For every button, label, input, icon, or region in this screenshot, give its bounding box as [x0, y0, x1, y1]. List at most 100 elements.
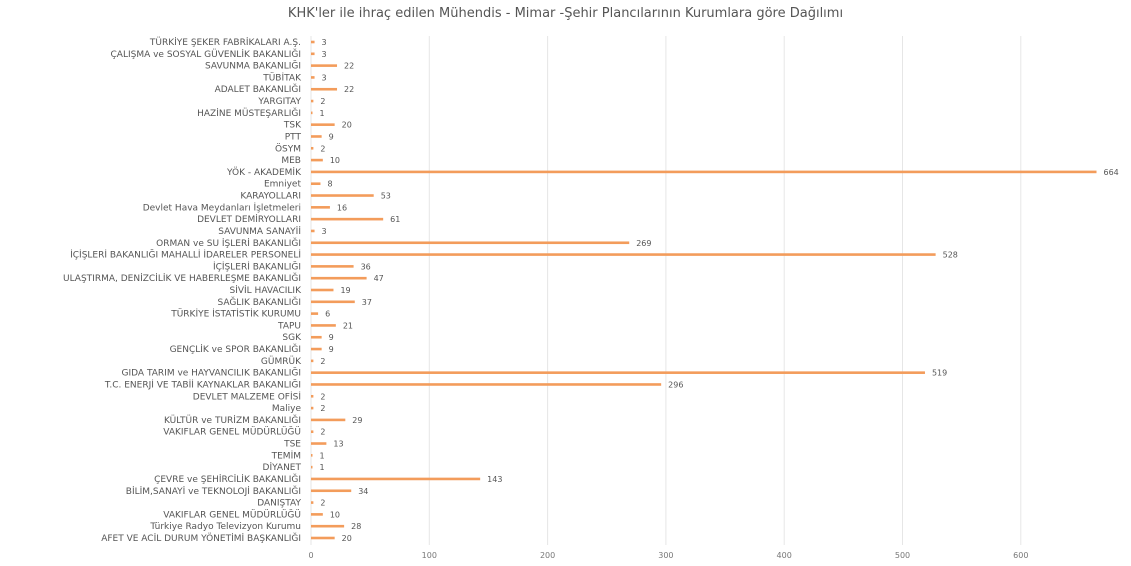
- category-label: İÇİŞLERİ BAKANLIĞI MAHALLİ İDARELER PERS…: [70, 249, 301, 261]
- bar: [311, 335, 322, 339]
- x-tick-label: 300: [658, 551, 673, 560]
- data-label: 53: [381, 192, 391, 201]
- data-label: 1: [320, 109, 325, 118]
- category-label: ÖSYM: [275, 143, 301, 154]
- category-label: Emniyet: [264, 180, 302, 190]
- data-label: 21: [343, 321, 353, 330]
- data-label: 34: [358, 487, 368, 496]
- data-label: 9: [329, 345, 334, 354]
- bar: [311, 524, 345, 528]
- x-tick-label: 500: [895, 551, 910, 560]
- data-label: 296: [668, 380, 683, 389]
- data-label: 2: [320, 357, 325, 366]
- category-label: T.C. ENERJİ VE TABİİ KAYNAKLAR BAKANLIĞI: [104, 378, 301, 390]
- category-label: DANIŞTAY: [257, 499, 301, 509]
- category-label: GENÇLİK ve SPOR BAKANLIĞI: [170, 343, 301, 355]
- bar: [311, 383, 662, 386]
- category-label: SAĞLIK BAKANLIĞI: [217, 296, 301, 308]
- category-label: Maliye: [272, 404, 302, 414]
- data-label: 20: [342, 121, 352, 130]
- data-label: 22: [344, 62, 354, 71]
- bar: [311, 253, 936, 256]
- category-label: KARAYOLLARI: [240, 192, 301, 202]
- category-label: ÇEVRE ve ŞEHİRCİLİK BAKANLIĞI: [154, 473, 301, 485]
- data-label: 16: [337, 203, 347, 212]
- category-label: VAKIFLAR GENEL MÜDÜRLÜĞÜ: [163, 426, 301, 438]
- bar: [311, 146, 314, 150]
- bar: [311, 371, 925, 374]
- data-label: 519: [932, 369, 947, 378]
- data-label: 3: [322, 50, 327, 59]
- category-label: DEVLET MALZEME OFİSİ: [193, 391, 301, 402]
- data-label: 22: [344, 85, 354, 94]
- data-label: 28: [351, 522, 361, 531]
- data-label: 37: [362, 298, 372, 307]
- bar: [311, 194, 374, 197]
- category-label: TEMİM: [271, 450, 301, 461]
- bar: [311, 465, 313, 469]
- bar: [311, 394, 314, 398]
- category-label: GIDA TARIM ve HAYVANCILIK BAKANLIĞI: [122, 367, 301, 379]
- data-label: 664: [1104, 168, 1119, 177]
- data-label: 47: [374, 274, 384, 283]
- data-label: 2: [320, 392, 325, 401]
- bar: [311, 229, 315, 233]
- data-label: 2: [320, 428, 325, 437]
- data-label: 19: [340, 286, 350, 295]
- bar: [311, 477, 481, 481]
- category-label: YARGITAY: [257, 97, 301, 107]
- category-label: Devlet Hava Meydanları İşletmeleri: [143, 202, 301, 213]
- data-label: 3: [322, 73, 327, 82]
- bar: [311, 265, 354, 268]
- category-label: AFET VE ACİL DURUM YÖNETİMİ BAŞKANLIĞI: [101, 532, 301, 544]
- data-label: 3: [322, 38, 327, 47]
- category-label: PTT: [285, 132, 302, 142]
- data-label: 9: [329, 132, 334, 141]
- data-label: 36: [361, 262, 371, 271]
- bar: [311, 324, 336, 327]
- bar: [311, 430, 314, 434]
- bar: [311, 347, 322, 351]
- bar: [311, 288, 334, 292]
- data-label: 10: [330, 156, 340, 165]
- bar: [311, 406, 314, 410]
- bar: [311, 418, 346, 422]
- bar: [311, 206, 330, 209]
- data-label: 269: [636, 239, 651, 248]
- bar: [311, 442, 327, 445]
- category-label: TÜRKİYE İSTATİSTİK KURUMU: [170, 309, 301, 320]
- x-tick-label: 400: [777, 551, 792, 560]
- x-tick-label: 200: [540, 551, 555, 560]
- bar: [311, 454, 313, 457]
- x-tick-label: 0: [308, 551, 313, 560]
- bar: [311, 135, 322, 138]
- bar: [311, 170, 1097, 174]
- bar: [311, 489, 352, 493]
- category-label: TÜBİTAK: [262, 72, 302, 83]
- category-label: HAZİNE MÜSTEŞARLIĞI: [197, 107, 301, 119]
- data-label: 6: [325, 310, 330, 319]
- bar: [311, 52, 315, 56]
- data-label: 8: [327, 180, 332, 189]
- data-label: 61: [390, 215, 400, 224]
- bar: [311, 182, 321, 186]
- category-label: TAPU: [277, 321, 301, 331]
- data-label: 143: [487, 475, 502, 484]
- category-label: SAVUNMA SANAYİİ: [218, 226, 301, 237]
- category-label: SİVİL HAVACILIK: [230, 285, 303, 296]
- category-label: ORMAN ve SU İŞLERİ BAKANLIĞI: [156, 237, 301, 249]
- bar: [311, 87, 338, 91]
- bar: [311, 300, 355, 304]
- bar: [311, 158, 323, 162]
- bar: [311, 111, 313, 115]
- category-label: ÇALIŞMA ve SOSYAL GÜVENLİK BAKANLIĞI: [111, 48, 302, 60]
- category-label: SAVUNMA BAKANLIĞI: [205, 60, 301, 72]
- category-label: ULAŞTIRMA, DENİZCİLİK VE HABERLEŞME BAKA…: [63, 272, 301, 284]
- data-label: 2: [320, 144, 325, 153]
- category-label: SGK: [282, 333, 302, 343]
- category-label: TSK: [283, 121, 302, 131]
- data-label: 13: [333, 440, 343, 449]
- category-label: ADALET BAKANLIĞI: [215, 83, 301, 95]
- bar: [311, 276, 367, 280]
